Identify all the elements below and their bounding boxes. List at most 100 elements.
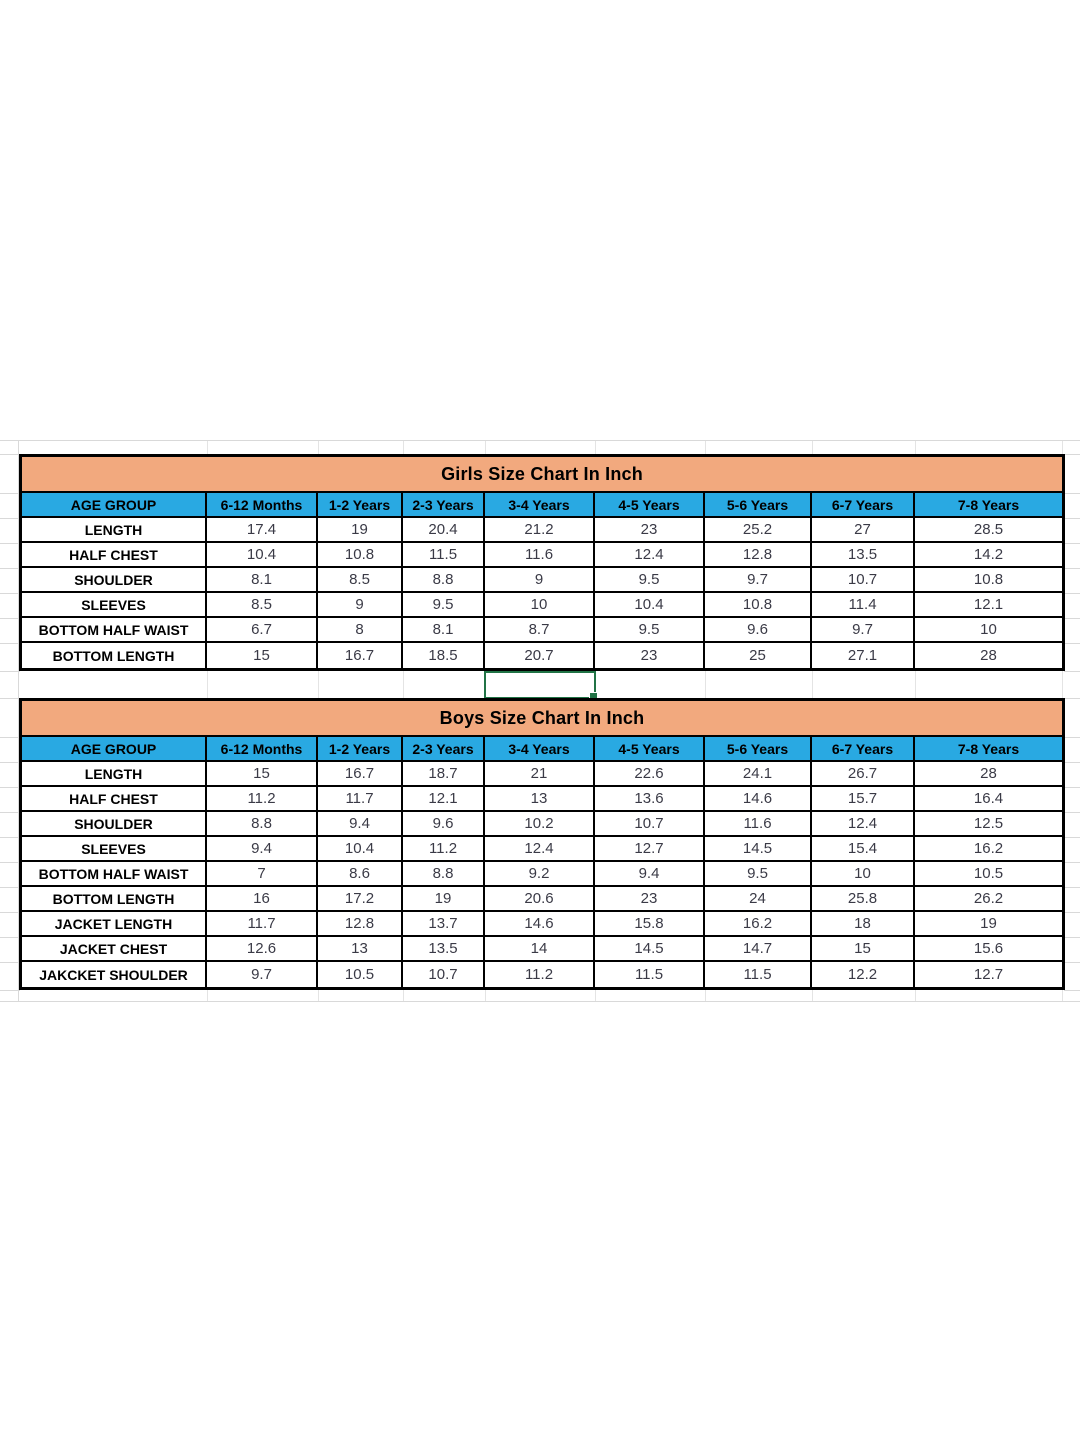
value-cell[interactable]: 16.7: [318, 643, 403, 668]
value-cell[interactable]: 12.7: [915, 962, 1062, 987]
value-cell[interactable]: 10: [915, 618, 1062, 643]
value-cell[interactable]: 15.6: [915, 937, 1062, 962]
value-cell[interactable]: 9: [318, 593, 403, 618]
value-cell[interactable]: 10.8: [915, 568, 1062, 593]
value-cell[interactable]: 9.6: [705, 618, 812, 643]
value-cell[interactable]: 10.4: [318, 837, 403, 862]
row-label-cell[interactable]: JAKCKET SHOULDER: [22, 962, 207, 987]
column-header-cell[interactable]: 6-12 Months: [207, 737, 318, 762]
value-cell[interactable]: 15.4: [812, 837, 915, 862]
value-cell[interactable]: 23: [595, 518, 705, 543]
value-cell[interactable]: 12.2: [812, 962, 915, 987]
value-cell[interactable]: 23: [595, 643, 705, 668]
column-header-cell[interactable]: 3-4 Years: [485, 493, 595, 518]
value-cell[interactable]: 11.6: [485, 543, 595, 568]
value-cell[interactable]: 11.7: [207, 912, 318, 937]
value-cell[interactable]: 11.4: [812, 593, 915, 618]
value-cell[interactable]: 19: [403, 887, 485, 912]
value-cell[interactable]: 15: [207, 643, 318, 668]
value-cell[interactable]: 20.4: [403, 518, 485, 543]
value-cell[interactable]: 13.5: [403, 937, 485, 962]
value-cell[interactable]: 14.5: [705, 837, 812, 862]
value-cell[interactable]: 13: [318, 937, 403, 962]
value-cell[interactable]: 16.2: [915, 837, 1062, 862]
value-cell[interactable]: 12.4: [595, 543, 705, 568]
value-cell[interactable]: 28: [915, 643, 1062, 668]
value-cell[interactable]: 8.5: [207, 593, 318, 618]
value-cell[interactable]: 16: [207, 887, 318, 912]
value-cell[interactable]: 22.6: [595, 762, 705, 787]
value-cell[interactable]: 10.5: [318, 962, 403, 987]
value-cell[interactable]: 13.7: [403, 912, 485, 937]
value-cell[interactable]: 20.7: [485, 643, 595, 668]
value-cell[interactable]: 26.2: [915, 887, 1062, 912]
value-cell[interactable]: 10.7: [812, 568, 915, 593]
row-label-cell[interactable]: SLEEVES: [22, 837, 207, 862]
value-cell[interactable]: 10.2: [485, 812, 595, 837]
row-label-cell[interactable]: BOTTOM LENGTH: [22, 643, 207, 668]
value-cell[interactable]: 11.2: [403, 837, 485, 862]
column-header-cell[interactable]: 2-3 Years: [403, 737, 485, 762]
value-cell[interactable]: 10: [812, 862, 915, 887]
value-cell[interactable]: 7: [207, 862, 318, 887]
value-cell[interactable]: 13.5: [812, 543, 915, 568]
value-cell[interactable]: 10.7: [595, 812, 705, 837]
value-cell[interactable]: 16.4: [915, 787, 1062, 812]
value-cell[interactable]: 18: [812, 912, 915, 937]
row-label-cell[interactable]: HALF CHEST: [22, 543, 207, 568]
value-cell[interactable]: 12.8: [318, 912, 403, 937]
value-cell[interactable]: 8.6: [318, 862, 403, 887]
column-header-cell[interactable]: 6-7 Years: [812, 737, 915, 762]
value-cell[interactable]: 11.2: [207, 787, 318, 812]
value-cell[interactable]: 10.4: [207, 543, 318, 568]
row-label-cell[interactable]: JACKET LENGTH: [22, 912, 207, 937]
value-cell[interactable]: 23: [595, 887, 705, 912]
row-label-cell[interactable]: JACKET CHEST: [22, 937, 207, 962]
value-cell[interactable]: 8.1: [207, 568, 318, 593]
value-cell[interactable]: 9.4: [318, 812, 403, 837]
value-cell[interactable]: 24.1: [705, 762, 812, 787]
value-cell[interactable]: 27.1: [812, 643, 915, 668]
row-label-cell[interactable]: SHOULDER: [22, 568, 207, 593]
column-header-cell[interactable]: 1-2 Years: [318, 493, 403, 518]
column-header-cell[interactable]: 4-5 Years: [595, 737, 705, 762]
value-cell[interactable]: 28.5: [915, 518, 1062, 543]
value-cell[interactable]: 18.7: [403, 762, 485, 787]
column-header-cell[interactable]: 6-12 Months: [207, 493, 318, 518]
value-cell[interactable]: 9.7: [812, 618, 915, 643]
row-label-cell[interactable]: BOTTOM HALF WAIST: [22, 618, 207, 643]
value-cell[interactable]: 11.5: [403, 543, 485, 568]
column-header-cell[interactable]: 2-3 Years: [403, 493, 485, 518]
value-cell[interactable]: 25.8: [812, 887, 915, 912]
column-header-cell[interactable]: 5-6 Years: [705, 493, 812, 518]
value-cell[interactable]: 9.7: [705, 568, 812, 593]
value-cell[interactable]: 10: [485, 593, 595, 618]
row-label-cell[interactable]: BOTTOM LENGTH: [22, 887, 207, 912]
value-cell[interactable]: 14.6: [485, 912, 595, 937]
value-cell[interactable]: 15: [207, 762, 318, 787]
value-cell[interactable]: 9.2: [485, 862, 595, 887]
row-label-cell[interactable]: LENGTH: [22, 762, 207, 787]
column-header-cell[interactable]: 7-8 Years: [915, 493, 1062, 518]
value-cell[interactable]: 14.6: [705, 787, 812, 812]
value-cell[interactable]: 24: [705, 887, 812, 912]
value-cell[interactable]: 12.7: [595, 837, 705, 862]
column-header-cell[interactable]: 1-2 Years: [318, 737, 403, 762]
column-header-cell[interactable]: 7-8 Years: [915, 737, 1062, 762]
value-cell[interactable]: 12.4: [485, 837, 595, 862]
value-cell[interactable]: 21.2: [485, 518, 595, 543]
value-cell[interactable]: 9: [485, 568, 595, 593]
value-cell[interactable]: 28: [915, 762, 1062, 787]
row-label-cell[interactable]: BOTTOM HALF WAIST: [22, 862, 207, 887]
value-cell[interactable]: 8.7: [485, 618, 595, 643]
value-cell[interactable]: 9.5: [595, 568, 705, 593]
value-cell[interactable]: 9.5: [595, 618, 705, 643]
value-cell[interactable]: 12.5: [915, 812, 1062, 837]
value-cell[interactable]: 14.7: [705, 937, 812, 962]
value-cell[interactable]: 15.7: [812, 787, 915, 812]
value-cell[interactable]: 13.6: [595, 787, 705, 812]
value-cell[interactable]: 8.8: [403, 568, 485, 593]
row-label-cell[interactable]: SHOULDER: [22, 812, 207, 837]
value-cell[interactable]: 12.1: [403, 787, 485, 812]
value-cell[interactable]: 17.4: [207, 518, 318, 543]
